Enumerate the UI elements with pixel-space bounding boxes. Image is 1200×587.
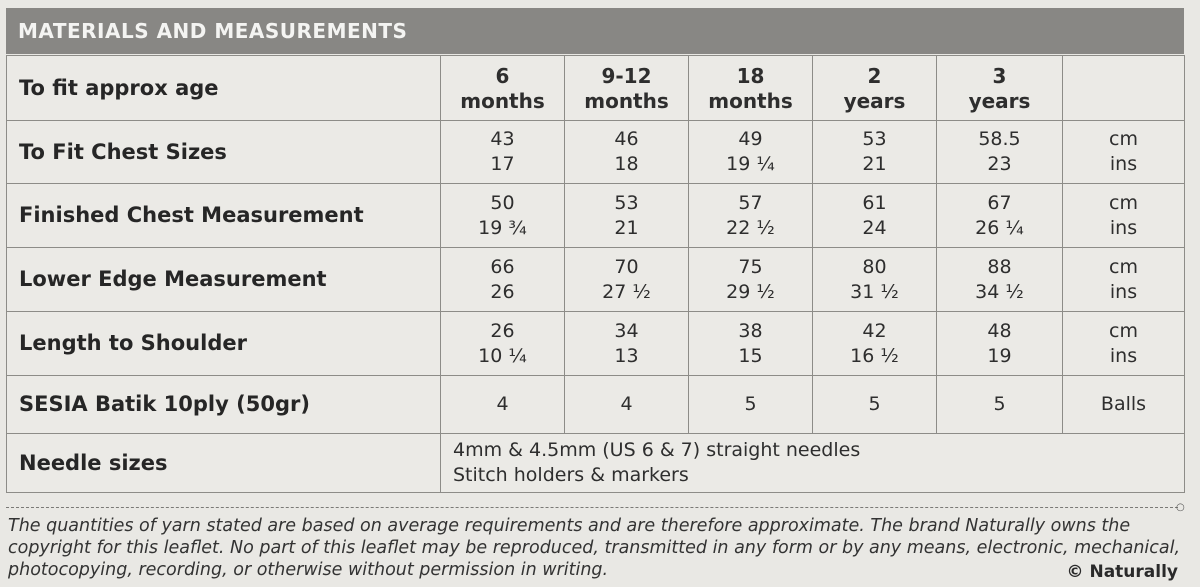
value-cell: 53 21 (812, 120, 937, 184)
unit-cell: cm ins (1062, 120, 1185, 184)
value-cell: 38 15 (688, 311, 813, 376)
section-header: MATERIALS AND MEASUREMENTS (6, 8, 1184, 54)
unit-cell: cm ins (1062, 311, 1185, 376)
value-cell: 58.5 23 (936, 120, 1063, 184)
age-col-2: 9-12 months (564, 55, 689, 121)
value-cell: 42 16 ½ (812, 311, 937, 376)
unit-cell: Balls (1062, 375, 1185, 434)
value-cell: 50 19 ¾ (440, 183, 565, 248)
table-row: To Fit Chest Sizes 43 17 46 18 49 19 ¼ 53 21… (6, 120, 1185, 184)
needle-info-cell: 4mm & 4.5mm (US 6 & 7) straight needles … (440, 433, 1185, 493)
age-col-5: 3 years (936, 55, 1063, 121)
value-cell: 57 22 ½ (688, 183, 813, 248)
value-cell: 26 10 ¼ (440, 311, 565, 376)
needle-row-label: Needle sizes (6, 433, 441, 493)
age-col-1: 6 months (440, 55, 565, 121)
row-label: Lower Edge Measurement (6, 247, 441, 312)
row-label: Length to Shoulder (6, 311, 441, 376)
dashed-divider (6, 507, 1178, 508)
table-row: Finished Chest Measurement 50 19 ¾ 53 21 5… (6, 183, 1185, 248)
value-cell: 5 (812, 375, 937, 434)
age-unit-empty (1062, 55, 1185, 121)
needle-line-1: 4mm & 4.5mm (US 6 & 7) straight needles (453, 439, 861, 461)
needle-line-2: Stitch holders & markers (453, 464, 689, 486)
table-row: Length to Shoulder 26 10 ¼ 34 13 38 15 42 16… (6, 311, 1185, 376)
divider-end-circle-icon: ○ (1176, 502, 1185, 513)
unit-cell: cm ins (1062, 247, 1185, 312)
value-cell: 48 19 (936, 311, 1063, 376)
value-cell: 80 31 ½ (812, 247, 937, 312)
value-cell: 88 34 ½ (936, 247, 1063, 312)
age-col-3: 18 months (688, 55, 813, 121)
yarn-row-label: SESIA Batik 10ply (50gr) (6, 375, 441, 434)
value-cell: 4 (564, 375, 689, 434)
value-cell: 43 17 (440, 120, 565, 184)
value-cell: 75 29 ½ (688, 247, 813, 312)
value-cell: 49 19 ¼ (688, 120, 813, 184)
age-col-4: 2 years (812, 55, 937, 121)
value-cell: 67 26 ¼ (936, 183, 1063, 248)
unit-cell: cm ins (1062, 183, 1185, 248)
value-cell: 4 (440, 375, 565, 434)
value-cell: 66 26 (440, 247, 565, 312)
age-row-label: To fit approx age (6, 55, 441, 121)
value-cell: 34 13 (564, 311, 689, 376)
needle-row: Needle sizes 4mm & 4.5mm (US 6 & 7) stra… (6, 433, 1185, 493)
section-title: MATERIALS AND MEASUREMENTS (18, 19, 408, 43)
value-cell: 70 27 ½ (564, 247, 689, 312)
copyright-mark: © Naturally (1066, 562, 1178, 582)
value-cell: 5 (936, 375, 1063, 434)
value-cell: 46 18 (564, 120, 689, 184)
table-row: Lower Edge Measurement 66 26 70 27 ½ 75 29 … (6, 247, 1185, 312)
yarn-row: SESIA Batik 10ply (50gr) 4 4 5 5 5 Balls (6, 375, 1185, 434)
value-cell: 61 24 (812, 183, 937, 248)
copyright-disclaimer: The quantities of yarn stated are based … (8, 516, 1181, 580)
value-cell: 53 21 (564, 183, 689, 248)
row-label: To Fit Chest Sizes (6, 120, 441, 184)
row-label: Finished Chest Measurement (6, 183, 441, 248)
value-cell: 5 (688, 375, 813, 434)
age-row: To fit approx age 6 months 9-12 months 18 m… (6, 55, 1185, 121)
measurements-table: To fit approx age 6 months 9-12 months 18 m… (6, 55, 1185, 493)
